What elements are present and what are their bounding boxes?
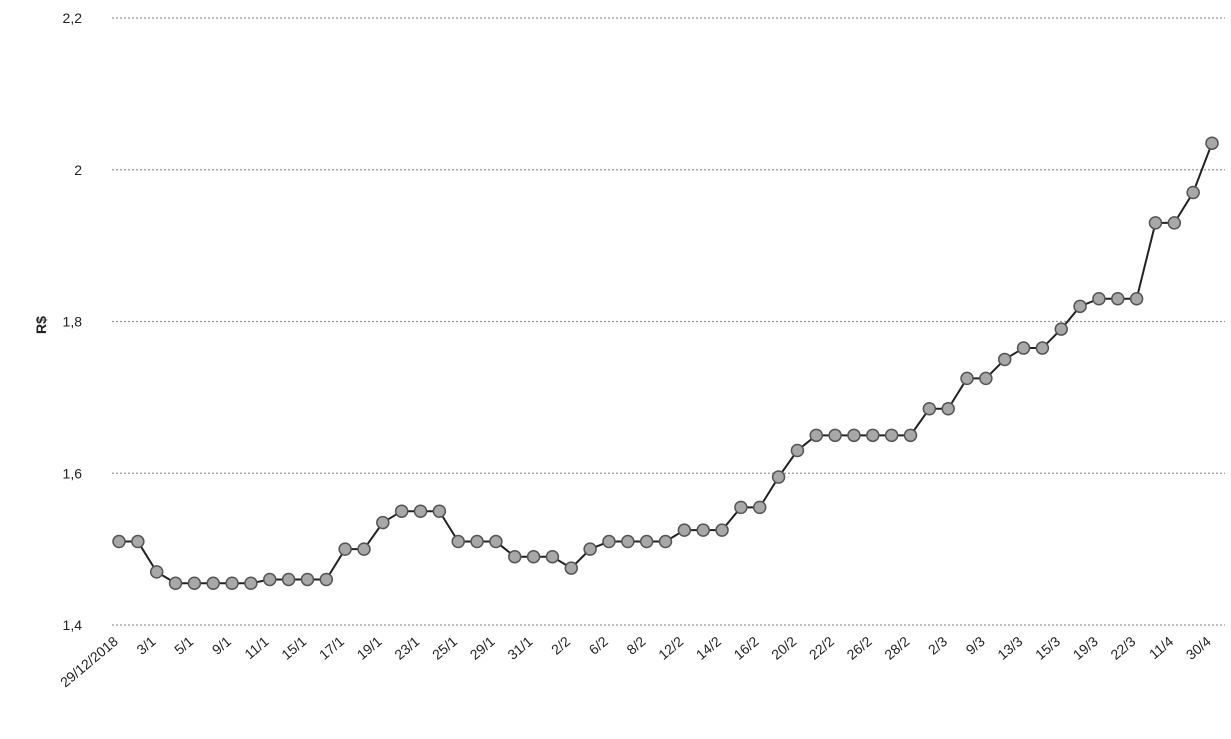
point — [432, 504, 447, 518]
point — [790, 443, 805, 458]
point — [206, 576, 220, 591]
point — [244, 576, 258, 591]
point — [734, 500, 748, 515]
x-tick-label: 26/2 — [844, 633, 875, 663]
x-tick-label: 9/3 — [963, 633, 988, 658]
x-tick-label: 19/1 — [354, 633, 385, 663]
point — [526, 549, 541, 564]
y-tick-label: 1,8 — [63, 314, 83, 330]
x-tick-label: 5/1 — [171, 633, 196, 658]
point — [1167, 216, 1182, 230]
point — [809, 428, 824, 443]
point — [771, 470, 786, 484]
point — [884, 428, 899, 443]
x-tick-label: 30/4 — [1183, 633, 1214, 663]
x-tick-label: 29/12/2018 — [57, 633, 121, 690]
x-tick-label: 22/3 — [1107, 633, 1138, 663]
point — [413, 504, 428, 518]
point — [941, 402, 955, 416]
point — [677, 523, 692, 537]
x-tick-label: 2/3 — [925, 633, 950, 658]
point — [1111, 291, 1125, 306]
y-tick-label: 1,6 — [63, 465, 83, 481]
x-tick-label: 25/1 — [429, 633, 460, 663]
point — [602, 534, 616, 549]
x-tick-label: 13/3 — [994, 633, 1025, 663]
point — [847, 428, 861, 443]
y-tick-label: 2,2 — [63, 10, 83, 26]
x-tick-label: 31/1 — [504, 633, 535, 663]
x-tick-label: 28/2 — [881, 633, 912, 663]
y-tick-label: 2 — [74, 162, 82, 178]
point — [281, 572, 296, 587]
x-tick-label: 2/2 — [548, 633, 573, 658]
x-tick-label: 23/1 — [391, 633, 422, 663]
point — [752, 500, 767, 515]
point — [187, 576, 202, 591]
y-axis-label: R$ — [33, 316, 49, 334]
x-tick-label: 11/4 — [1146, 633, 1177, 662]
x-tick-label: 19/3 — [1070, 633, 1101, 663]
point — [1205, 136, 1219, 150]
point — [866, 428, 880, 443]
point — [338, 542, 352, 556]
x-tick-label: 11/1 — [241, 633, 272, 662]
point — [903, 428, 918, 443]
point — [922, 402, 937, 416]
point — [1016, 341, 1031, 355]
point — [470, 534, 484, 549]
x-tick-label: 9/1 — [209, 633, 234, 658]
point — [489, 534, 503, 549]
point — [112, 534, 126, 549]
line — [119, 142, 1213, 585]
point — [1073, 299, 1087, 314]
point — [357, 542, 371, 556]
point — [1129, 291, 1144, 306]
x-tick-label: 29/1 — [467, 633, 498, 663]
point — [319, 572, 334, 587]
y-tick-label: 1,4 — [63, 617, 83, 633]
point — [300, 572, 315, 587]
point — [583, 542, 597, 556]
point — [658, 534, 673, 549]
point — [1035, 341, 1050, 355]
point — [1054, 322, 1068, 336]
x-tick-label: 15/3 — [1032, 633, 1063, 663]
point — [639, 534, 654, 549]
point — [715, 523, 729, 537]
x-tick-label: 3/1 — [133, 633, 158, 658]
point — [168, 576, 183, 591]
point — [997, 352, 1012, 367]
point — [960, 371, 974, 386]
point — [979, 371, 993, 386]
x-tick-label: 8/2 — [623, 633, 648, 658]
point — [696, 523, 710, 537]
x-tick-label: 22/2 — [806, 633, 837, 663]
point — [621, 534, 635, 549]
point — [131, 534, 145, 549]
point — [263, 572, 277, 587]
x-tick-label: 15/1 — [278, 633, 309, 663]
x-tick-label: 14/2 — [693, 633, 724, 663]
point — [1148, 216, 1163, 230]
point — [545, 549, 560, 564]
x-tick-label: 16/2 — [730, 633, 761, 663]
x-tick-label: 20/2 — [768, 633, 799, 663]
point — [1092, 291, 1106, 306]
point — [828, 428, 842, 443]
point — [376, 515, 390, 530]
point — [394, 504, 409, 518]
point — [1186, 185, 1200, 200]
point — [507, 549, 522, 564]
point — [149, 565, 164, 579]
x-tick-label: 17/1 — [316, 633, 347, 663]
x-tick-label: 6/2 — [586, 633, 611, 658]
point — [564, 561, 579, 575]
point — [225, 576, 239, 591]
point — [451, 534, 465, 549]
x-tick-label: 12/2 — [655, 633, 686, 663]
